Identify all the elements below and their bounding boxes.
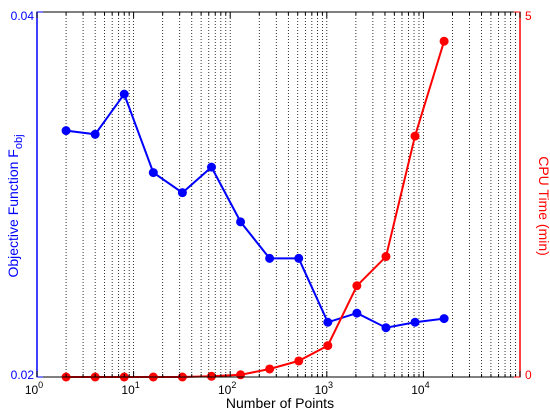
left-axis-title: Objective Function Fobj — [5, 134, 25, 277]
data-point — [294, 356, 304, 366]
data-point — [265, 364, 275, 374]
series-left-axis — [61, 89, 449, 333]
x-tick-label: 104 — [411, 380, 429, 397]
data-point — [381, 323, 391, 333]
data-point — [439, 36, 449, 46]
x-tick-label: 100 — [25, 380, 43, 397]
data-point — [410, 317, 420, 327]
data-point — [206, 162, 216, 172]
data-point — [236, 217, 246, 227]
data-point — [61, 126, 71, 136]
data-point — [323, 341, 333, 351]
data-point — [265, 253, 275, 263]
x-axis-title: Number of Points — [226, 395, 334, 411]
left-axis-title-main: Objective Function F — [5, 149, 21, 277]
right-tick-label: 5 — [525, 9, 532, 23]
x-axis-ticks: 100 101 102 103 104 — [25, 12, 521, 397]
right-axis-ticks: 05 — [514, 9, 532, 382]
left-tick-label: 0.02 — [11, 368, 35, 382]
data-point — [294, 253, 304, 263]
x-tick-label: 101 — [121, 380, 139, 397]
data-point — [119, 89, 129, 99]
data-point — [410, 131, 420, 141]
data-point — [381, 252, 391, 262]
vertical-grid — [65, 12, 516, 377]
data-point — [177, 188, 187, 198]
series-right-axis — [61, 36, 449, 382]
data-point — [439, 314, 449, 324]
plot-frame — [36, 11, 521, 378]
left-tick-label: 0.04 — [11, 9, 35, 23]
right-axis-title: CPU Time (min) — [536, 156, 550, 256]
data-point — [352, 281, 362, 291]
data-point — [352, 308, 362, 318]
data-point — [323, 317, 333, 327]
series-line — [65, 91, 445, 329]
right-tick-label: 0 — [525, 368, 532, 382]
data-point — [236, 370, 246, 380]
left-axis-title-subscript: obj — [13, 134, 25, 149]
x-tick-label: 102 — [218, 380, 236, 397]
data-point — [148, 168, 158, 178]
series-layer — [61, 36, 449, 382]
left-axis-ticks: 0.02 0.04 — [11, 9, 43, 382]
x-tick-label: 103 — [315, 380, 333, 397]
data-point — [90, 129, 100, 139]
